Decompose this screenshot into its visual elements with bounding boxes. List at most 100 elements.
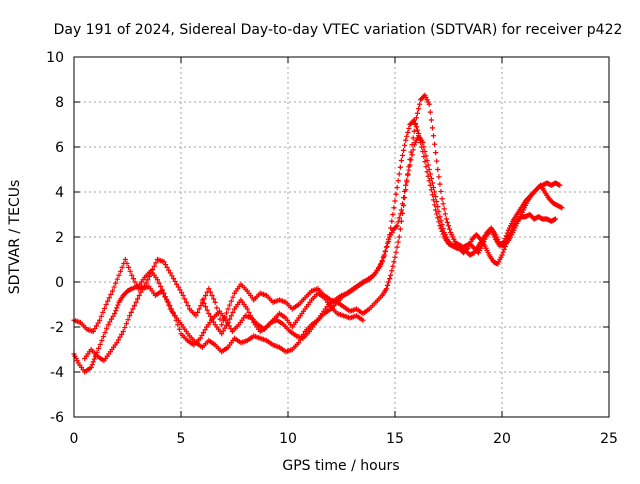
data-point [407, 162, 413, 168]
data-point [403, 137, 409, 143]
data-point [433, 207, 439, 213]
data-point [172, 278, 178, 285]
data-point [145, 277, 151, 283]
data-point [117, 334, 123, 340]
data-point [227, 316, 233, 322]
data-point [204, 307, 210, 313]
data-point [170, 276, 177, 282]
data-point [206, 310, 212, 317]
data-point [414, 127, 421, 133]
data-point [444, 219, 451, 225]
data-point [230, 309, 236, 315]
data-point [166, 267, 172, 273]
data-point [406, 125, 412, 132]
data-point [151, 263, 157, 269]
data-point [382, 248, 388, 254]
data-point [422, 148, 428, 155]
data-point [174, 281, 180, 287]
data-point [397, 164, 403, 170]
data-point [182, 296, 188, 302]
data-point [408, 157, 414, 163]
data-point [105, 322, 111, 328]
data-point [203, 292, 209, 299]
data-point [404, 133, 410, 139]
y-tick-label: 2 [55, 230, 64, 246]
data-point [439, 196, 445, 202]
data-point [430, 197, 437, 203]
data-point [388, 272, 394, 278]
data-point [420, 139, 426, 146]
data-point [165, 299, 171, 305]
data-point [156, 280, 162, 286]
data-point [397, 211, 403, 217]
data-point [412, 121, 418, 128]
data-point [175, 322, 181, 328]
data-point [130, 276, 136, 282]
data-point [138, 289, 144, 295]
data-point [127, 268, 133, 274]
x-tick-label: 25 [600, 431, 618, 447]
data-point [117, 268, 124, 274]
data-point [129, 272, 135, 278]
data-point [214, 305, 220, 311]
data-point [425, 162, 431, 168]
data-point [394, 184, 400, 191]
data-point [441, 206, 447, 212]
data-point [136, 292, 142, 299]
data-point [435, 204, 441, 210]
x-tick-label: 10 [279, 431, 297, 447]
data-point [360, 317, 366, 323]
x-tick-label: 15 [386, 431, 404, 447]
data-point [185, 303, 191, 309]
data-point [212, 299, 218, 305]
data-point [194, 309, 201, 315]
data-point [96, 345, 102, 351]
data-point [405, 129, 411, 135]
data-point [211, 296, 217, 302]
data-point [423, 153, 429, 159]
data-point [426, 166, 432, 173]
data-point [124, 260, 130, 267]
data-point [429, 180, 436, 186]
data-point [395, 239, 401, 245]
data-point [153, 260, 159, 266]
data-point [178, 290, 185, 296]
data-point [227, 302, 233, 308]
data-point [411, 128, 417, 134]
data-point [196, 306, 202, 312]
data-point [435, 166, 441, 173]
data-point [127, 313, 133, 319]
data-point [223, 322, 230, 328]
data-point [113, 280, 119, 286]
data-point [393, 249, 399, 255]
plot-frame [73, 56, 610, 418]
data-point [431, 141, 438, 147]
chart-title: Day 191 of 2024, Sidereal Day-to-day VTE… [54, 22, 623, 38]
data-point [219, 322, 225, 328]
data-point [143, 280, 149, 286]
y-axis-label: SDTVAR / TECUs [7, 180, 23, 295]
data-point [109, 288, 116, 294]
data-point [436, 209, 442, 215]
data-point [150, 267, 156, 273]
data-point [114, 340, 120, 346]
data-point [410, 147, 416, 153]
data-point [92, 326, 98, 332]
data-point [206, 286, 212, 292]
data-point [394, 244, 400, 250]
data-point [395, 219, 401, 225]
data-point [225, 319, 231, 326]
data-point [230, 294, 236, 300]
data-point [228, 313, 234, 319]
data-point [384, 282, 391, 288]
data-point [93, 323, 100, 329]
data-point [89, 362, 95, 368]
data-point [176, 326, 182, 332]
data-point [199, 297, 205, 303]
data-point [415, 106, 422, 112]
data-point [163, 296, 170, 303]
y-tick-label: -6 [50, 410, 64, 426]
data-point [200, 330, 207, 336]
data-point [170, 309, 176, 315]
